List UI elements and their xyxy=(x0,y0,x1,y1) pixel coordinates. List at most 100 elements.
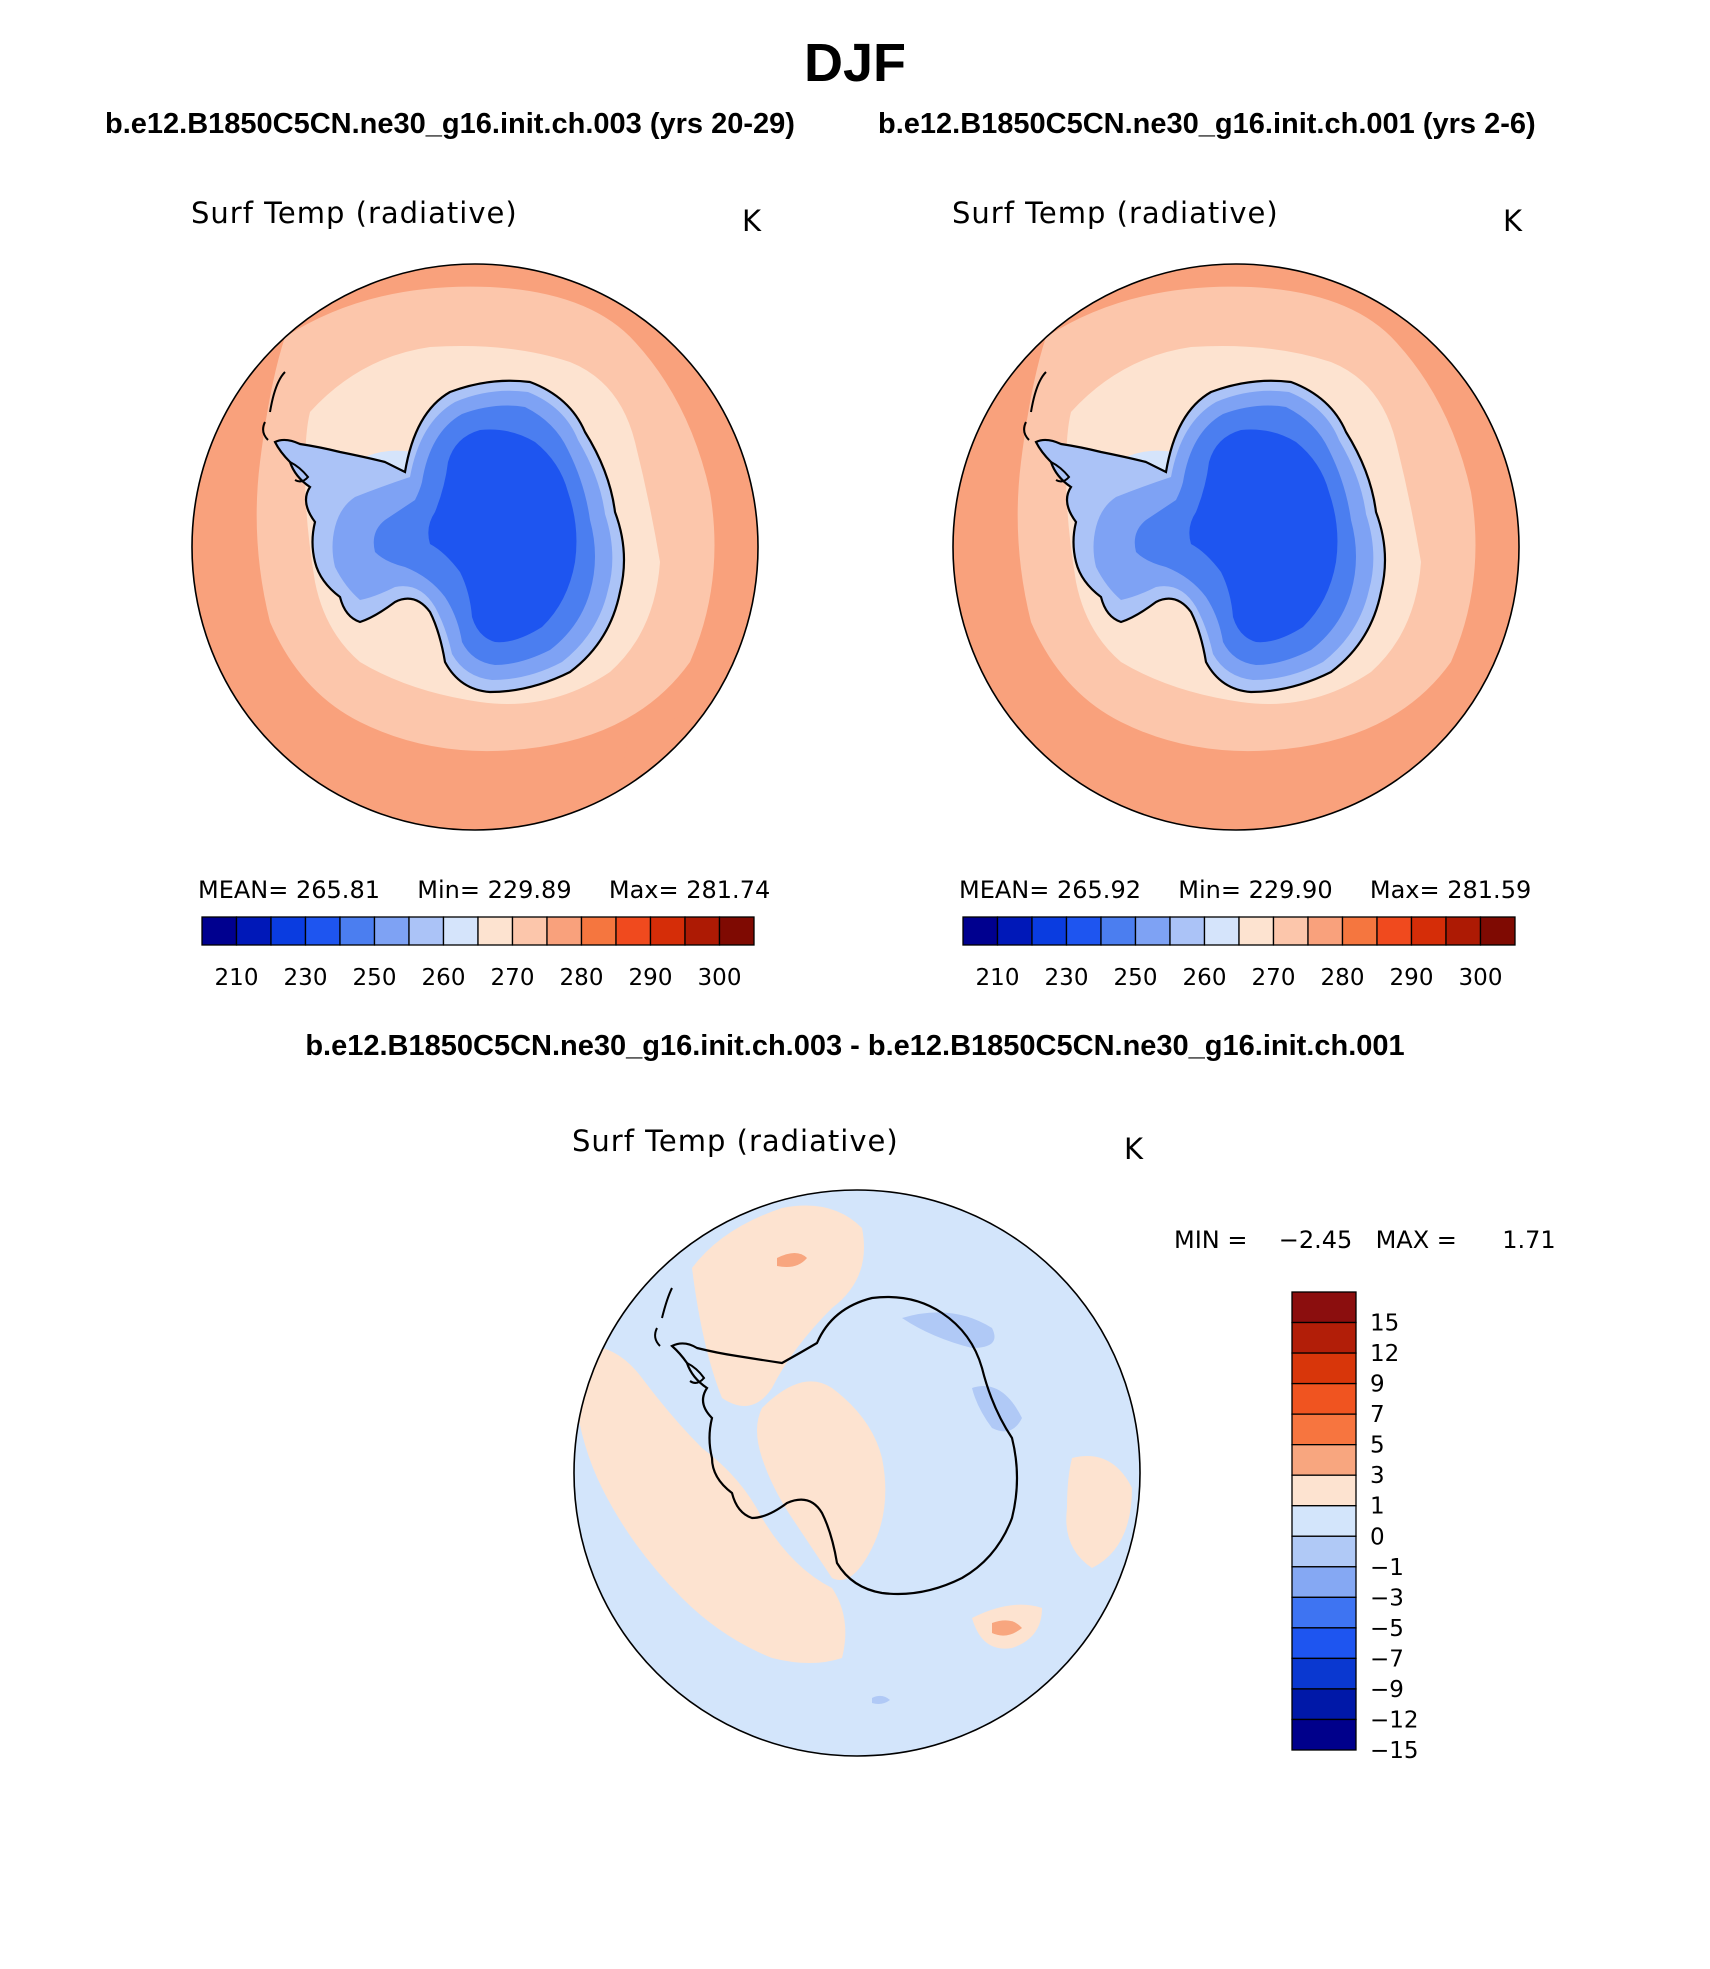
colorbar-label: 7 xyxy=(1370,1402,1385,1428)
colorbar-label: 260 xyxy=(1183,965,1227,991)
colorbar-label: 12 xyxy=(1370,1341,1399,1367)
colorbar-box xyxy=(649,916,686,946)
colorbar-box xyxy=(1291,1382,1357,1415)
colorbar-box xyxy=(1291,1444,1357,1476)
colorbar-box xyxy=(1291,1566,1357,1598)
colorbar-box xyxy=(1291,1657,1357,1690)
colorbar-box xyxy=(546,916,583,946)
colorbar-label: −1 xyxy=(1370,1555,1404,1581)
panel2-stats: MEAN= 265.92 Min= 229.90 Max= 281.59 xyxy=(959,876,1531,904)
colorbar-label: 0 xyxy=(1370,1524,1385,1550)
colorbar-label: 280 xyxy=(560,965,604,991)
panel2-units: K xyxy=(1503,204,1523,238)
colorbar-label: 290 xyxy=(629,965,673,991)
colorbar-box xyxy=(1031,916,1068,946)
colorbar-label: 290 xyxy=(1390,965,1434,991)
diff-stats: MIN = −2.45 MAX = 1.71 xyxy=(1174,1226,1556,1254)
colorbar-box xyxy=(1291,1627,1357,1660)
panel1-max-label: Max= xyxy=(608,876,679,904)
colorbar-label: 260 xyxy=(422,965,466,991)
diff-variable-title: Surf Temp (radiative) xyxy=(572,1124,899,1158)
colorbar-label: 250 xyxy=(1114,965,1158,991)
colorbar-box xyxy=(235,916,272,946)
colorbar-label: 9 xyxy=(1370,1372,1385,1398)
colorbar-label: 230 xyxy=(1045,965,1089,991)
colorbar-label: 5 xyxy=(1370,1433,1385,1459)
colorbar-box xyxy=(1291,1413,1357,1446)
colorbar-box xyxy=(718,916,755,946)
colorbar-label: −12 xyxy=(1370,1707,1419,1733)
diff-map xyxy=(573,1189,1141,1757)
colorbar-label: 15 xyxy=(1370,1311,1399,1337)
figure-title: DJF xyxy=(803,33,906,93)
diff-max-value: 1.71 xyxy=(1502,1226,1556,1254)
colorbar-box xyxy=(201,916,238,946)
colorbar-box xyxy=(1272,916,1309,946)
colorbar-box xyxy=(442,916,479,946)
panel2-cold-core xyxy=(1189,429,1338,643)
panel2-min-value: 229.90 xyxy=(1248,876,1333,904)
colorbar-box xyxy=(1307,916,1344,946)
panel1-min-label: Min= xyxy=(417,876,480,904)
colorbar-label: −3 xyxy=(1370,1585,1404,1611)
colorbar-label: 300 xyxy=(1459,965,1503,991)
diff-title: b.e12.B1850C5CN.ne30_g16.init.ch.003 - b… xyxy=(305,1030,1405,1062)
colorbar-box xyxy=(339,916,376,946)
colorbar-label: 280 xyxy=(1321,965,1365,991)
panel1-coastline xyxy=(273,379,626,694)
case1-title: b.e12.B1850C5CN.ne30_g16.init.ch.003 (yr… xyxy=(105,108,795,140)
colorbar-box xyxy=(1065,916,1102,946)
panel1-stats: MEAN= 265.81 Min= 229.89 Max= 281.74 xyxy=(198,876,770,904)
panel2-max-value: 281.59 xyxy=(1447,876,1532,904)
panel2-min-label: Min= xyxy=(1178,876,1241,904)
panel1-variable-title: Surf Temp (radiative) xyxy=(191,196,518,230)
colorbar-box xyxy=(1169,916,1206,946)
colorbar-box xyxy=(1479,916,1516,946)
panel1-units: K xyxy=(742,204,762,238)
panel1-mean-value: 265.81 xyxy=(296,876,380,904)
colorbar-box xyxy=(1291,1596,1357,1629)
colorbar-label: 1 xyxy=(1370,1494,1385,1520)
colorbar-box xyxy=(1410,916,1447,946)
colorbar-label: 250 xyxy=(353,965,397,991)
diff-coastline xyxy=(670,1295,1019,1596)
panel1-cold-core xyxy=(428,429,577,643)
colorbar-label: 270 xyxy=(1252,965,1296,991)
colorbar-box xyxy=(1134,916,1171,946)
diff-map-boundary xyxy=(573,1189,1141,1757)
diff-positive-region-west xyxy=(574,1346,846,1663)
diff-units: K xyxy=(1124,1132,1144,1166)
colorbar-box xyxy=(1100,916,1137,946)
panel2-coastline xyxy=(1034,379,1387,694)
colorbar-box xyxy=(1445,916,1482,946)
diff-max-label: MAX = xyxy=(1375,1226,1457,1254)
panel2-colorbar: 210 230 250 260 270 280 290 300 xyxy=(962,916,1516,991)
diff-colorbar: 15 12 9 7 5 3 1 0 −1 −3 −5 −7 −9 −12 −15 xyxy=(1291,1291,1419,1760)
colorbar-label: −5 xyxy=(1370,1616,1404,1642)
case2-title: b.e12.B1850C5CN.ne30_g16.init.ch.001 (yr… xyxy=(878,108,1536,140)
colorbar-label: −7 xyxy=(1370,1646,1404,1672)
colorbar-label: 230 xyxy=(284,965,328,991)
colorbar-box xyxy=(1291,1718,1357,1751)
colorbar-box xyxy=(615,916,652,946)
panel1-mean-label: MEAN= xyxy=(198,876,289,904)
colorbar-box xyxy=(1291,1505,1357,1537)
colorbar-label: 3 xyxy=(1370,1463,1385,1489)
panel2-variable-title: Surf Temp (radiative) xyxy=(952,196,1279,230)
colorbar-box xyxy=(996,916,1033,946)
colorbar-label: 300 xyxy=(698,965,742,991)
colorbar-box xyxy=(270,916,307,946)
colorbar-box xyxy=(1203,916,1240,946)
diff-min-value: −2.45 xyxy=(1278,1226,1353,1254)
colorbar-box xyxy=(580,916,617,946)
colorbar-label: 210 xyxy=(215,965,259,991)
colorbar-label: 270 xyxy=(491,965,535,991)
panel2-mean-value: 265.92 xyxy=(1057,876,1141,904)
diff-min-label: MIN = xyxy=(1174,1226,1248,1254)
colorbar-box xyxy=(1376,916,1413,946)
colorbar-box xyxy=(1291,1688,1357,1721)
colorbar-box xyxy=(1238,916,1275,946)
colorbar-box xyxy=(304,916,341,946)
colorbar-box xyxy=(1291,1321,1357,1354)
panel2-mean-label: MEAN= xyxy=(959,876,1050,904)
